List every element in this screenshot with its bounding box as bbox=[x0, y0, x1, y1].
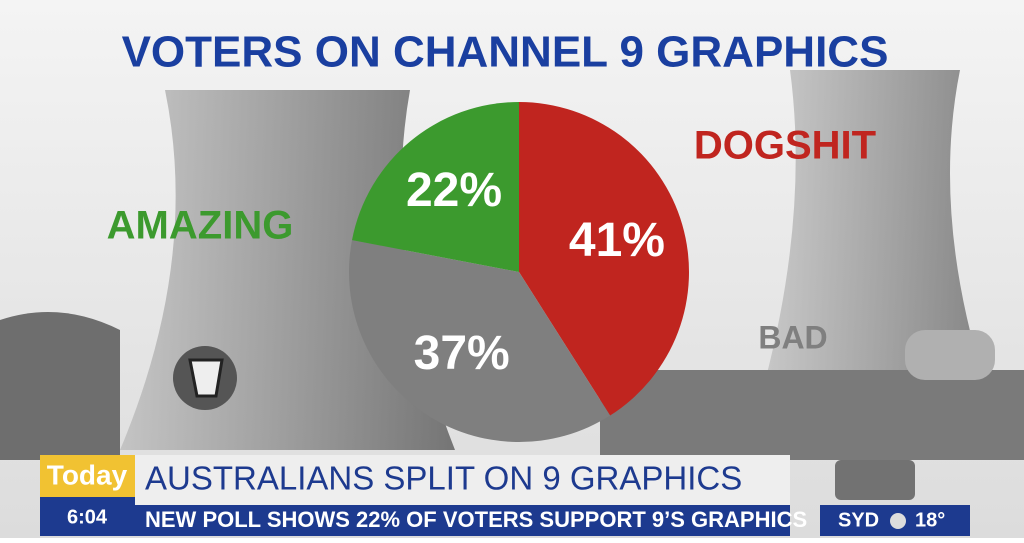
chart-title: VOTERS ON CHANNEL 9 GRAPHICS bbox=[122, 28, 889, 77]
pie-slice bbox=[348, 240, 611, 442]
building bbox=[600, 370, 1024, 460]
category-label: BAD bbox=[758, 319, 827, 355]
cooling-tower bbox=[760, 70, 990, 400]
weather-temperature: 18° bbox=[915, 509, 945, 531]
weather-icon bbox=[890, 513, 906, 529]
category-label: DOGSHIT bbox=[694, 124, 876, 168]
show-logo: Today bbox=[47, 459, 128, 490]
pie-slice bbox=[352, 102, 519, 272]
hills bbox=[0, 312, 120, 460]
network-logo bbox=[835, 460, 915, 500]
weather-location: SYD bbox=[838, 509, 879, 531]
clock: 6:04 bbox=[67, 506, 108, 528]
headline-box bbox=[135, 455, 790, 505]
pie-slice bbox=[519, 102, 689, 416]
headline: AUSTRALIANS SPLIT ON 9 GRAPHICS bbox=[145, 460, 742, 497]
ticker-box bbox=[135, 505, 790, 536]
building bbox=[905, 330, 995, 380]
value-label: 22% bbox=[406, 164, 502, 217]
category-label: AMAZING bbox=[107, 204, 294, 248]
clock-box bbox=[40, 497, 135, 536]
show-logo-box bbox=[40, 455, 135, 497]
pie: 41% 37% 22% bbox=[348, 102, 689, 442]
cup-icon bbox=[188, 358, 224, 398]
ticker: NEW POLL SHOWS 22% OF VOTERS SUPPORT 9’S… bbox=[145, 507, 807, 532]
value-label: 41% bbox=[569, 214, 665, 267]
value-label: 37% bbox=[414, 327, 510, 380]
